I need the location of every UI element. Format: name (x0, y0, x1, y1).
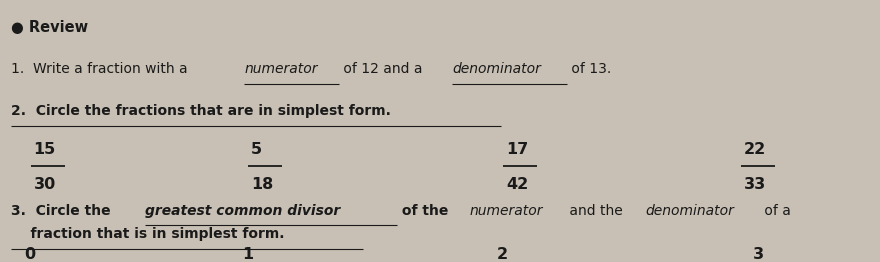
Text: 3.  Circle the: 3. Circle the (11, 204, 115, 218)
Text: 0: 0 (25, 247, 36, 262)
Text: 1.  Write a fraction with a: 1. Write a fraction with a (11, 62, 192, 77)
Text: fraction that is in simplest form.: fraction that is in simplest form. (11, 227, 284, 242)
Text: 2.  Circle the fractions that are in simplest form.: 2. Circle the fractions that are in simp… (11, 104, 391, 118)
Text: of a: of a (759, 204, 790, 218)
Text: ● Review: ● Review (11, 20, 88, 35)
Text: 17: 17 (506, 142, 528, 157)
Text: 2: 2 (497, 247, 509, 262)
Text: and the: and the (565, 204, 627, 218)
Text: 30: 30 (33, 177, 55, 192)
Text: 18: 18 (251, 177, 273, 192)
Text: 33: 33 (744, 177, 766, 192)
Text: 42: 42 (506, 177, 528, 192)
Text: 22: 22 (744, 142, 766, 157)
Text: of the: of the (398, 204, 453, 218)
Text: denominator: denominator (645, 204, 734, 218)
Text: greatest common divisor: greatest common divisor (145, 204, 341, 218)
Text: 15: 15 (33, 142, 55, 157)
Text: 1: 1 (242, 247, 253, 262)
Text: of 13.: of 13. (567, 62, 612, 77)
Text: 5: 5 (251, 142, 262, 157)
Text: denominator: denominator (452, 62, 541, 77)
Text: numerator: numerator (244, 62, 318, 77)
Text: 3: 3 (752, 247, 764, 262)
Text: numerator: numerator (470, 204, 544, 218)
Text: of 12 and a: of 12 and a (339, 62, 427, 77)
